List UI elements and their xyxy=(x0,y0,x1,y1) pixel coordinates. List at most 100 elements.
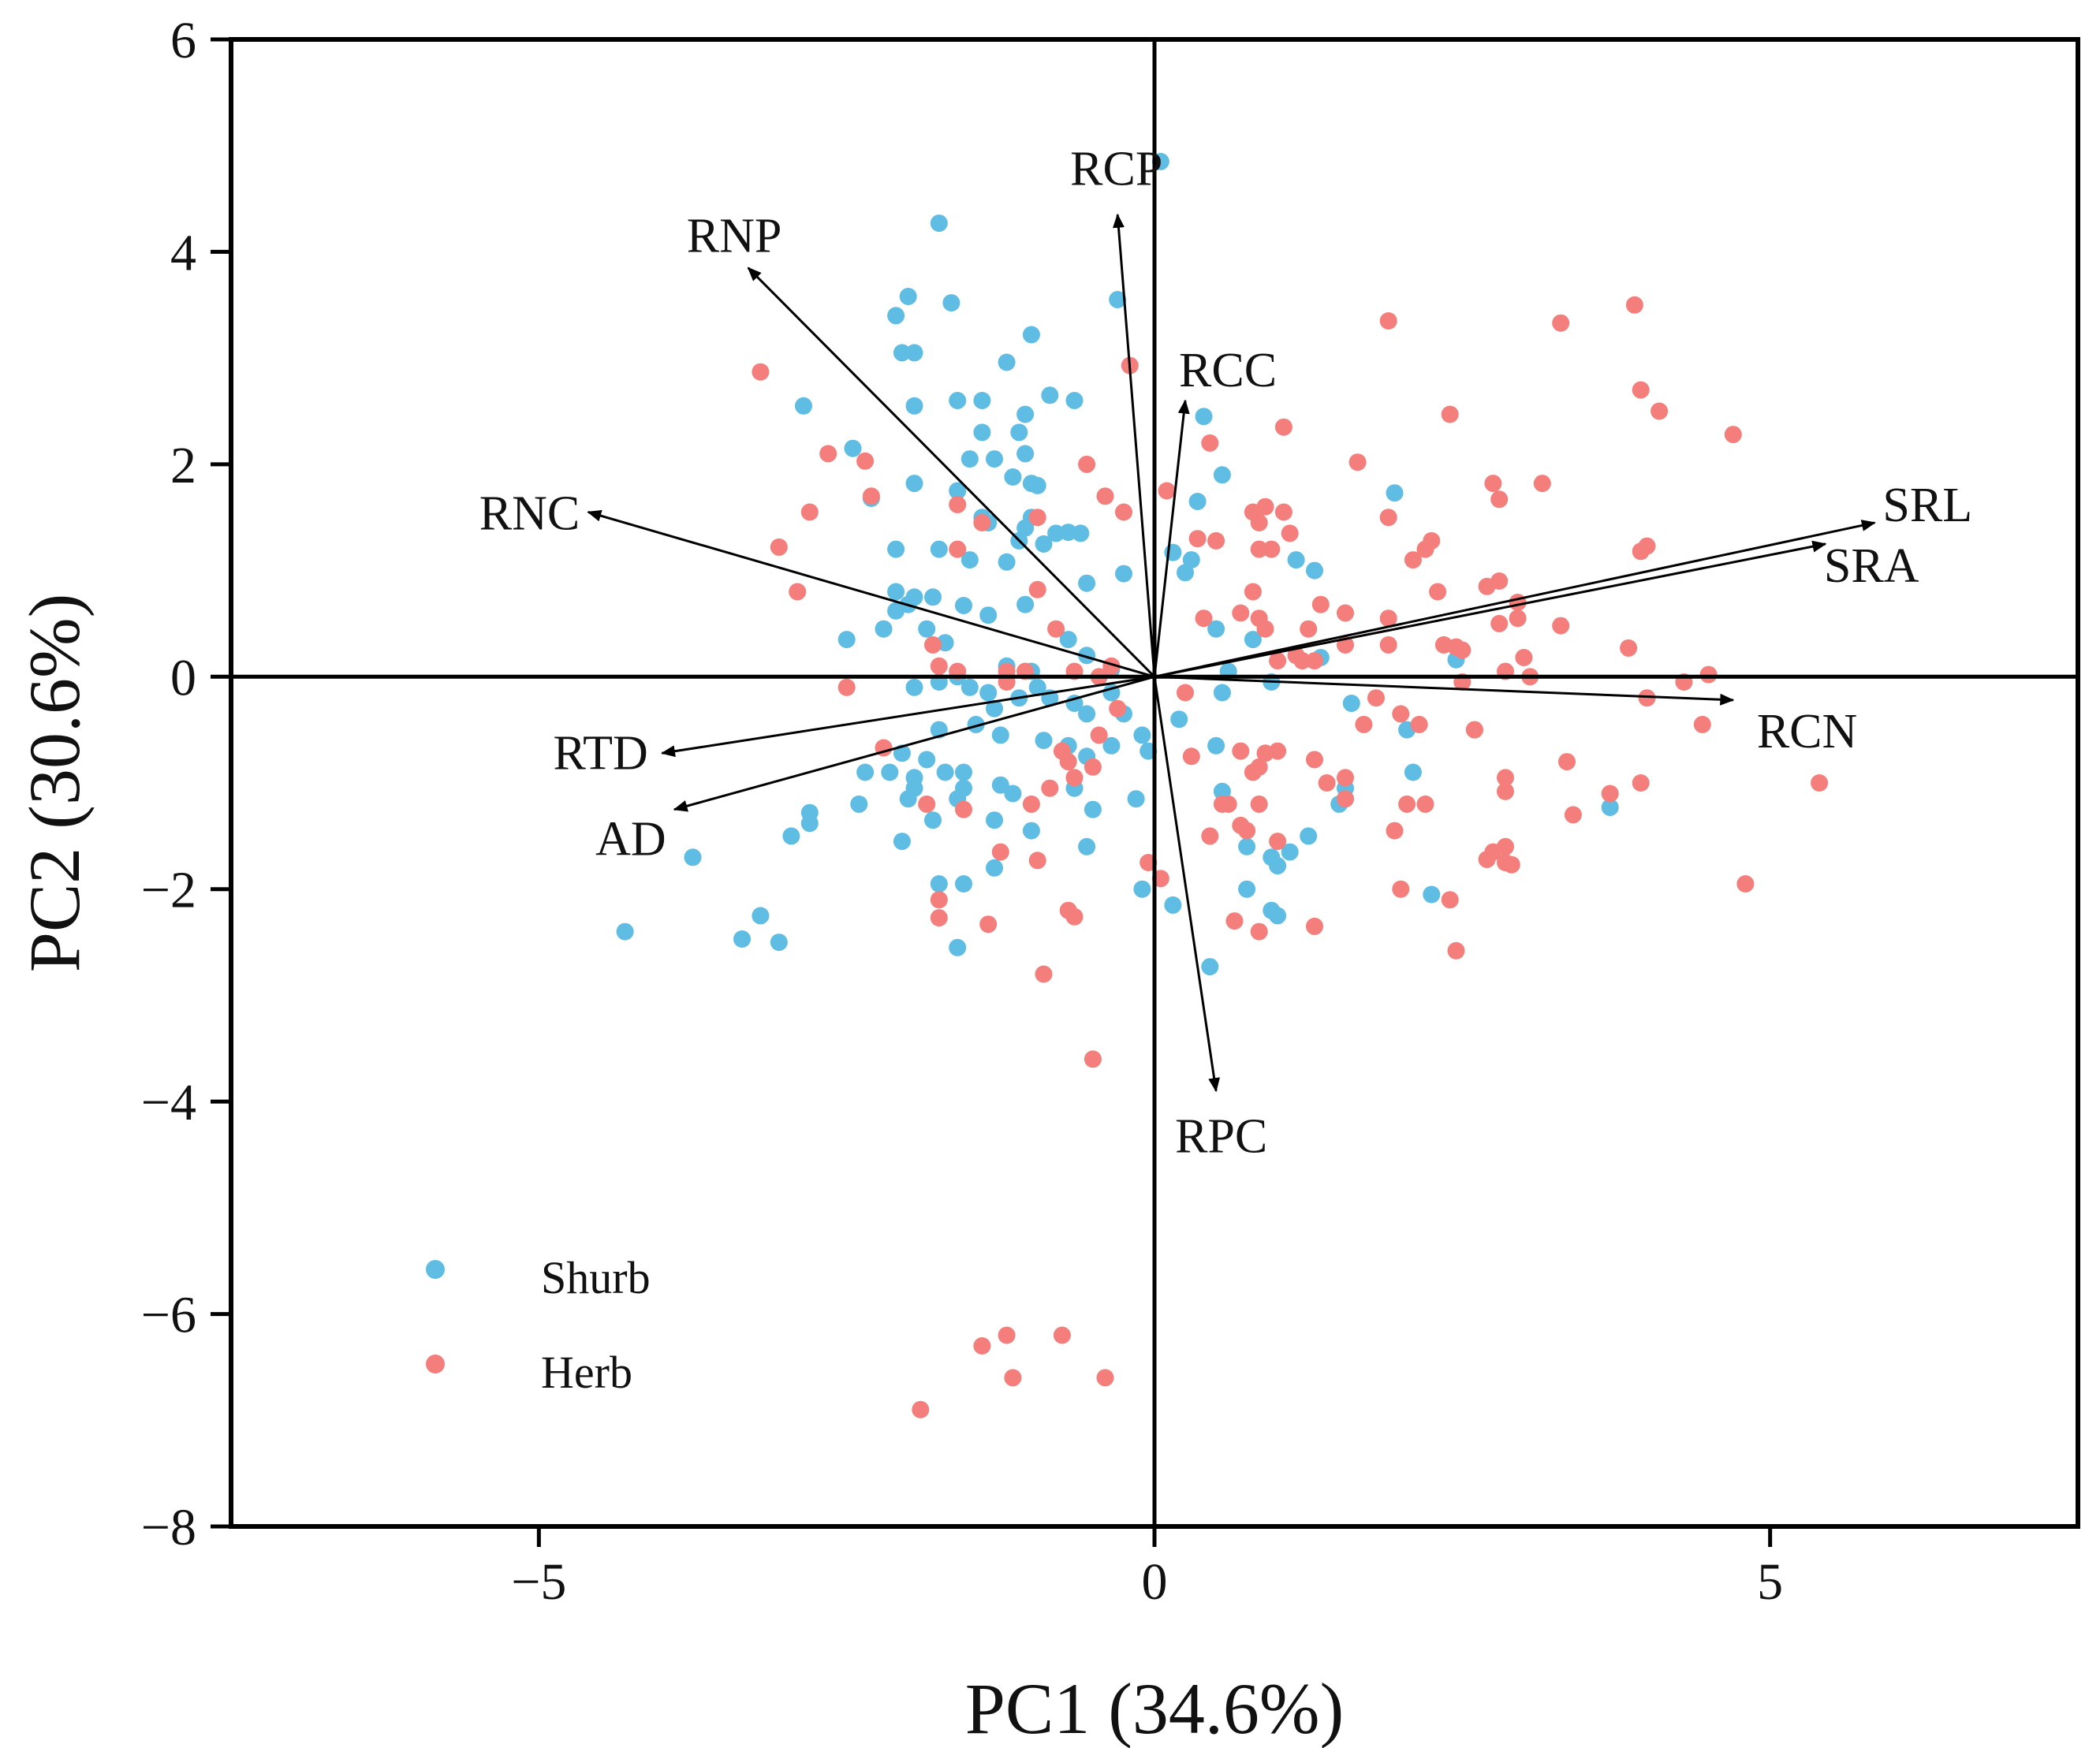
point-herb xyxy=(912,1400,930,1418)
point-shurb xyxy=(1035,732,1053,750)
point-shurb xyxy=(887,583,905,601)
point-shurb xyxy=(1078,705,1096,723)
point-herb xyxy=(1699,665,1718,684)
point-herb xyxy=(1601,785,1619,803)
point-herb xyxy=(752,363,770,381)
point-shurb xyxy=(1016,405,1035,423)
point-herb xyxy=(1109,699,1127,717)
point-herb xyxy=(1337,604,1354,622)
point-shurb xyxy=(1065,392,1084,409)
y-axis-title: PC2 (30.6%) xyxy=(14,594,95,972)
point-herb xyxy=(1195,609,1213,628)
point-shurb xyxy=(893,833,911,851)
point-shurb xyxy=(949,938,967,956)
point-shurb xyxy=(733,930,751,948)
point-shurb xyxy=(837,631,856,649)
point-herb xyxy=(1263,540,1281,558)
point-herb xyxy=(1509,594,1527,611)
point-herb xyxy=(1028,852,1046,870)
point-shurb xyxy=(1269,857,1287,875)
loading-vectors xyxy=(587,213,1876,1093)
point-shurb xyxy=(887,307,905,325)
point-herb xyxy=(1490,614,1509,632)
point-shurb xyxy=(1386,484,1404,502)
point-herb xyxy=(1047,620,1065,638)
loading-label-srl: SRL xyxy=(1882,479,1972,532)
point-shurb xyxy=(1195,408,1213,426)
point-shurb xyxy=(1306,561,1323,580)
point-herb xyxy=(1497,769,1514,787)
point-herb xyxy=(1367,689,1385,707)
point-herb xyxy=(973,1337,991,1355)
point-herb xyxy=(1065,769,1084,787)
point-shurb xyxy=(1287,551,1305,569)
point-herb xyxy=(1182,747,1200,766)
point-herb xyxy=(1379,635,1397,654)
point-herb xyxy=(1256,620,1274,638)
loading-label-rnp: RNP xyxy=(687,210,782,263)
point-herb xyxy=(1625,296,1643,314)
point-herb xyxy=(955,800,972,818)
point-herb xyxy=(1497,837,1514,855)
point-shurb xyxy=(1109,291,1127,308)
point-herb xyxy=(1515,649,1533,666)
point-herb xyxy=(1398,795,1416,813)
point-herb xyxy=(1465,721,1483,739)
point-herb xyxy=(1274,418,1292,436)
point-shurb xyxy=(1004,468,1022,486)
loading-arrow-rcc xyxy=(1153,399,1190,677)
legend-label-herb: Herb xyxy=(541,1347,632,1398)
point-shurb xyxy=(1059,524,1077,542)
point-shurb xyxy=(998,353,1016,371)
point-herb xyxy=(770,538,788,556)
point-shurb xyxy=(905,475,923,493)
point-herb xyxy=(1386,822,1404,840)
loading-arrow-rnc xyxy=(587,509,1155,678)
y-tick-label: 6 xyxy=(170,12,196,69)
point-shurb xyxy=(1238,880,1256,898)
point-herb xyxy=(1078,455,1096,473)
point-shurb xyxy=(800,814,819,833)
point-herb xyxy=(1084,758,1102,776)
point-herb xyxy=(930,657,948,675)
point-herb xyxy=(1256,498,1274,516)
point-herb xyxy=(1502,855,1520,874)
loading-arrow-rpc xyxy=(1153,676,1221,1093)
point-shurb xyxy=(887,602,905,620)
x-tick-label: 0 xyxy=(1142,1553,1168,1611)
point-herb xyxy=(1379,312,1397,330)
y-tick-label: 4 xyxy=(170,224,196,281)
point-shurb xyxy=(942,294,960,312)
point-herb xyxy=(1232,742,1250,760)
point-shurb xyxy=(684,848,702,867)
point-shurb xyxy=(1016,445,1035,463)
x-axis-title: PC1 (34.6%) xyxy=(965,1668,1344,1748)
point-shurb xyxy=(1010,423,1028,442)
point-herb xyxy=(1053,742,1071,760)
point-herb xyxy=(1269,742,1287,760)
point-shurb xyxy=(1078,574,1096,592)
point-shurb xyxy=(899,288,917,305)
point-herb xyxy=(1274,503,1292,521)
point-shurb xyxy=(1281,843,1299,861)
point-herb xyxy=(1478,851,1496,868)
point-herb xyxy=(1348,453,1367,471)
point-herb xyxy=(1447,941,1465,960)
point-herb xyxy=(949,540,967,558)
point-shurb xyxy=(973,423,991,442)
point-herb xyxy=(1158,482,1176,500)
point-shurb xyxy=(844,439,862,457)
y-tick-label: 0 xyxy=(170,649,196,706)
point-shurb xyxy=(991,776,1009,794)
point-herb xyxy=(1269,652,1287,670)
point-shurb xyxy=(752,907,770,925)
point-herb xyxy=(1441,891,1459,909)
point-herb xyxy=(1306,751,1323,769)
point-herb xyxy=(1306,917,1323,935)
point-shurb xyxy=(986,450,1003,468)
point-herb xyxy=(918,795,936,813)
point-herb xyxy=(1651,402,1669,420)
point-herb xyxy=(1484,475,1502,493)
point-herb xyxy=(1392,880,1410,898)
point-herb xyxy=(1090,726,1108,744)
